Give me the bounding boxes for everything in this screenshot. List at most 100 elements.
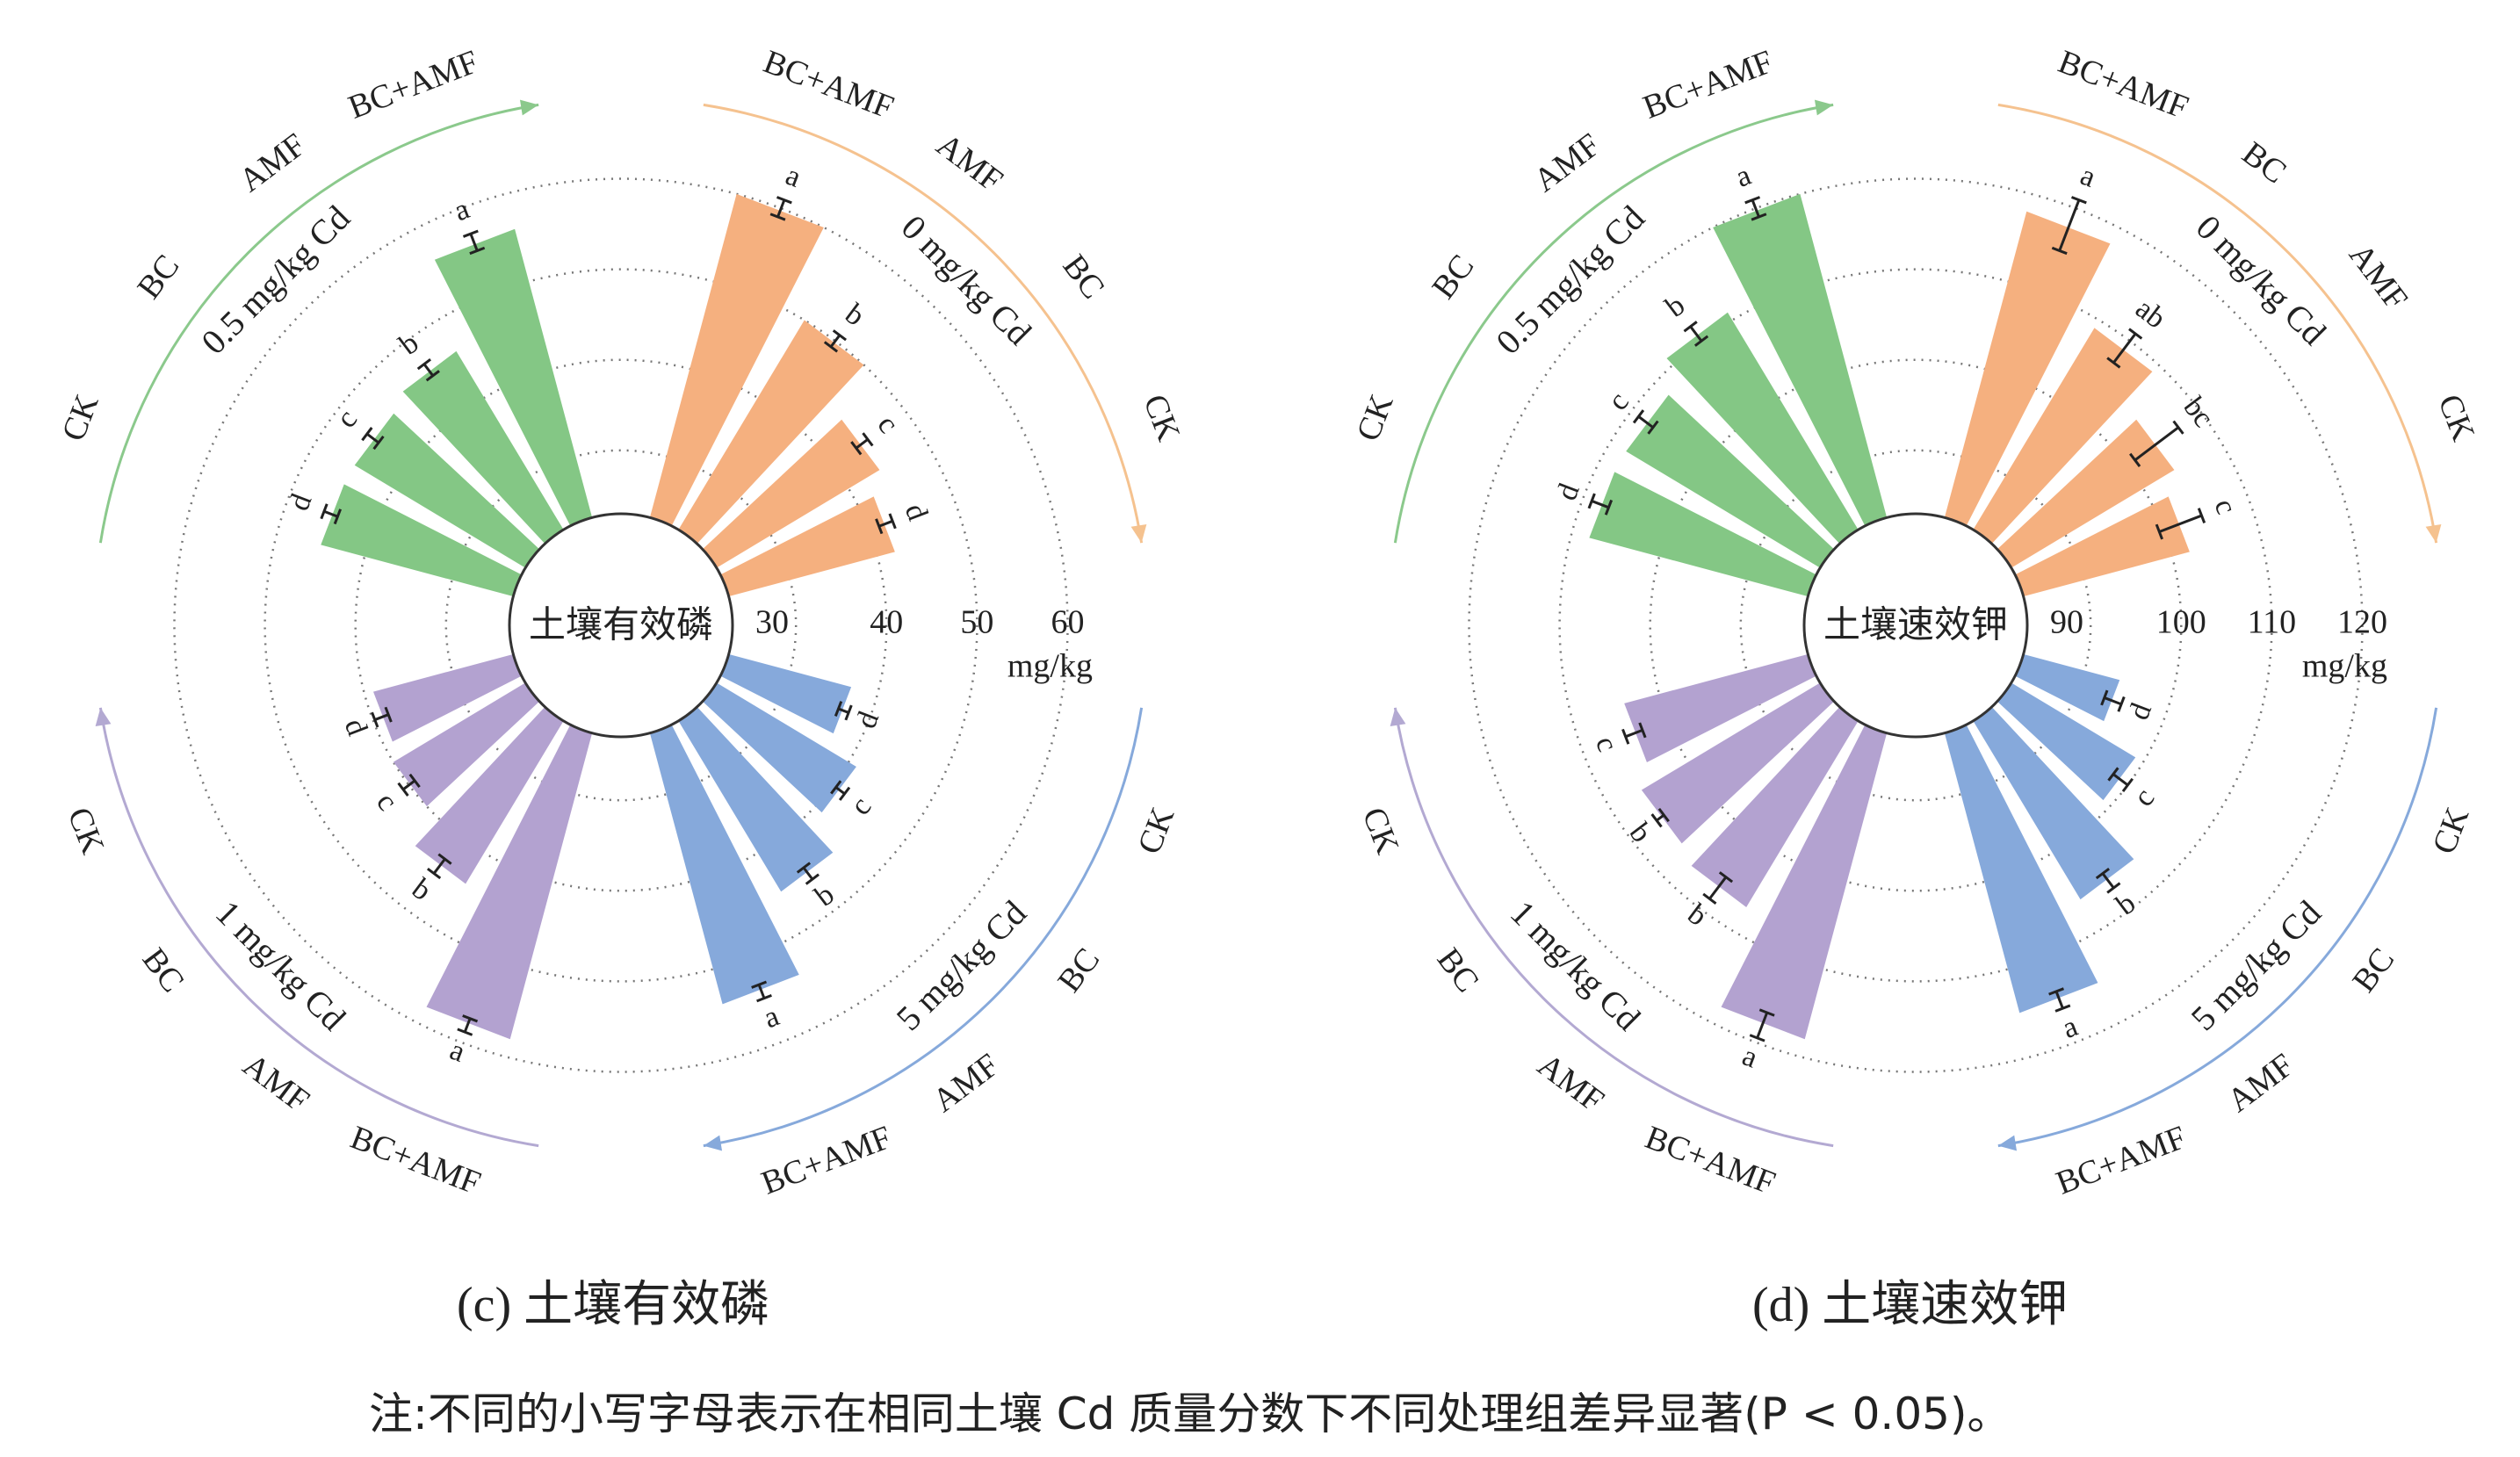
error-bar xyxy=(834,786,846,796)
error-bar-cap xyxy=(426,867,442,880)
significance-letter: a xyxy=(781,159,805,194)
error-bar-cap xyxy=(361,427,373,442)
error-bar-cap xyxy=(1758,1008,1775,1017)
significance-letter: c xyxy=(844,791,878,821)
significance-letter: a xyxy=(760,999,783,1035)
group-arc-arrowhead xyxy=(2425,523,2442,544)
error-bar xyxy=(1637,415,1654,429)
error-bar xyxy=(469,233,479,251)
significance-letter: b xyxy=(406,872,437,907)
error-bar-cap xyxy=(1647,420,1659,435)
error-bar-cap xyxy=(1683,321,1698,333)
category-label: BC xyxy=(1425,248,1481,306)
group-arc-arrowhead xyxy=(703,1135,723,1151)
error-bar-cap xyxy=(437,853,452,865)
group-label-0-5-mg-kg-cd: 0.5 mg/kg Cd xyxy=(1488,198,1652,362)
bar-0-5-mg-kg-cd-ck xyxy=(1589,472,1821,598)
category-label: CK xyxy=(1136,390,1187,447)
error-bar-cap xyxy=(416,358,431,371)
category-label: CK xyxy=(1349,389,1400,446)
category-label: AMF xyxy=(233,126,313,199)
error-bar-cap xyxy=(320,503,329,520)
error-bar xyxy=(422,363,435,377)
significance-letter: a xyxy=(450,192,473,227)
grid-circle-60 xyxy=(173,177,1069,1073)
error-bar xyxy=(2134,426,2179,462)
error-bar xyxy=(1656,813,1665,822)
error-bar xyxy=(802,867,814,881)
error-bar xyxy=(365,432,379,444)
category-label: BC+AMF xyxy=(756,1119,896,1202)
error-bar-cap xyxy=(751,980,768,989)
error-bar-cap xyxy=(372,435,385,451)
group-label-1-mg-kg-cd: 1 mg/kg Cd xyxy=(1503,893,1648,1038)
significance-letter: d xyxy=(338,714,374,739)
bar-0-mg-kg-cd-bc-amf xyxy=(648,193,824,530)
error-bar-cap xyxy=(2048,987,2064,996)
bar-1-mg-kg-cd-ck xyxy=(1624,653,1821,762)
footnote: 注:不同的小写字母表示在相同土壤 Cd 质量分数下不同处理组差异显著(P < 0… xyxy=(369,1388,2011,1439)
error-bar-cap xyxy=(769,213,786,221)
category-label: BC+AMF xyxy=(1638,43,1778,126)
category-label: AMF xyxy=(1527,126,1607,199)
error-bar-cap xyxy=(2100,689,2109,706)
error-bar-cap xyxy=(776,196,792,205)
radial-unit-label: mg/kg xyxy=(1007,648,1093,685)
bar-1-mg-kg-cd-amf xyxy=(1691,703,1861,907)
group-arc-0-5-mg-kg-cd xyxy=(98,103,539,544)
radial-tick-label: 40 xyxy=(870,604,903,641)
significance-letter: c xyxy=(871,409,906,439)
bar-5-mg-kg-cd-ck xyxy=(2011,653,2120,722)
error-bar-cap xyxy=(1693,335,1709,347)
error-bar-cap xyxy=(805,873,820,885)
error-bar-cap xyxy=(1621,728,1630,745)
error-bar xyxy=(757,984,766,999)
significance-letter: b xyxy=(1623,817,1658,848)
error-bar-cap xyxy=(2070,196,2087,205)
category-label: BC xyxy=(2235,134,2293,191)
bar-0-5-mg-kg-cd-amf xyxy=(402,350,567,547)
error-bar-cap xyxy=(2106,882,2121,894)
error-bar-cap xyxy=(1587,493,1596,509)
error-bar-cap xyxy=(2121,777,2134,792)
group-arc-arrowhead xyxy=(1390,707,1406,727)
group-label-1-mg-kg-cd: 1 mg/kg Cd xyxy=(208,893,353,1038)
significance-letter: c xyxy=(2127,783,2162,812)
center-label: 土壤有效磷 xyxy=(529,603,713,646)
error-bar xyxy=(829,334,841,348)
category-label: BC xyxy=(135,941,191,999)
significance-letter: a xyxy=(2058,1010,2082,1045)
group-arc-0-mg-kg-cd xyxy=(1997,103,2438,544)
error-bar-cap xyxy=(796,862,812,874)
error-bar-cap xyxy=(1751,213,1767,221)
bar-0-5-mg-kg-cd-bc xyxy=(1626,394,1838,571)
bar-5-mg-kg-cd-bc xyxy=(1994,680,2136,801)
error-bar-cap xyxy=(1744,196,1761,205)
category-label: BC+AMF xyxy=(345,1119,485,1202)
significance-letter: b xyxy=(1681,898,1713,933)
error-bar-cap xyxy=(2155,523,2163,540)
bar-5-mg-kg-cd-bc-amf xyxy=(1943,720,2098,1013)
error-bar-cap xyxy=(2129,452,2141,467)
category-label: CK xyxy=(54,389,105,446)
error-bar xyxy=(2112,773,2129,787)
error-bar-cap xyxy=(2107,767,2119,782)
grid-circle-40 xyxy=(354,358,888,892)
group-arc-0-5-mg-kg-cd xyxy=(1393,103,1834,544)
error-bar xyxy=(432,858,446,875)
significance-letter: bc xyxy=(2177,391,2220,433)
group-label-5-mg-kg-cd: 5 mg/kg Cd xyxy=(889,893,1034,1038)
category-label: CK xyxy=(61,803,112,860)
grid-circle-90 xyxy=(1739,449,2092,802)
significance-letter: d xyxy=(2122,699,2158,725)
significance-letter: ab xyxy=(2129,292,2171,335)
significance-letter: d xyxy=(899,499,935,524)
significance-letter: c xyxy=(1601,386,1635,416)
error-bar-cap xyxy=(844,704,853,721)
category-label: CK xyxy=(1355,803,1406,860)
category-label: BC xyxy=(1051,941,1107,999)
error-bar-cap xyxy=(1702,892,1717,905)
